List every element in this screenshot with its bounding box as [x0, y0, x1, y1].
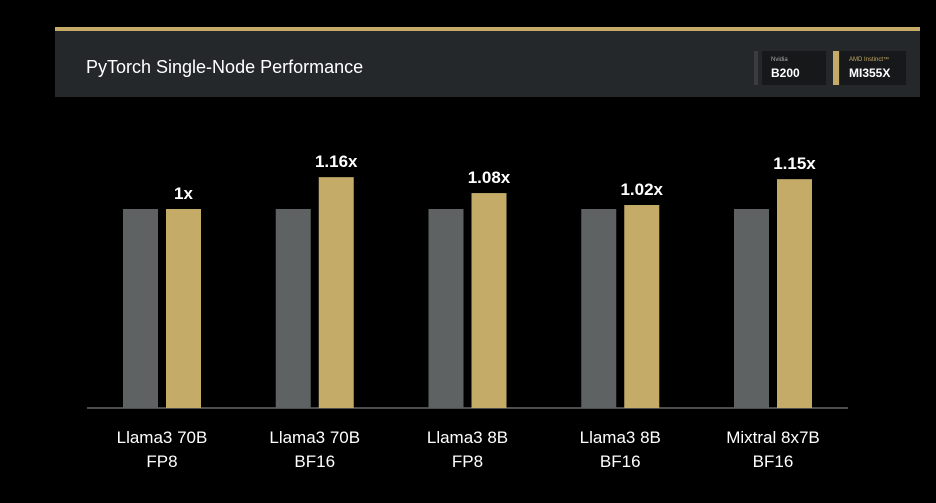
x-tick-label: BF16 — [600, 452, 641, 471]
bar-b200-0 — [123, 209, 158, 408]
chart-title: PyTorch Single-Node Performance — [86, 57, 364, 77]
bar-b200-1 — [275, 209, 311, 408]
legend-vendor: Nvidia — [771, 57, 788, 63]
bar-b200-3 — [581, 209, 617, 408]
legend-item-b200: Nvidia B200 — [762, 51, 826, 85]
legend-vendor: AMD Instinct™ — [849, 57, 890, 63]
data-label: 1.16x — [315, 152, 358, 171]
bar-mi355x-2 — [471, 193, 507, 408]
x-tick-label: Llama3 8B — [427, 428, 508, 447]
bar-b200-4 — [734, 209, 769, 408]
x-tick-label: BF16 — [294, 452, 335, 471]
chart-header: PyTorch Single-Node Performance Nvidia B… — [55, 27, 920, 97]
data-label: 1.08x — [468, 168, 511, 187]
legend-swatch-mi355x — [833, 51, 839, 85]
x-tick-label: Mixtral 8x7B — [726, 428, 820, 447]
data-label: 1.15x — [773, 154, 816, 173]
bar-mi355x-4 — [777, 179, 812, 408]
x-tick-label: BF16 — [753, 452, 794, 471]
bar-mi355x-3 — [624, 205, 660, 408]
legend-swatch-b200 — [754, 51, 758, 85]
data-label: 1x — [174, 184, 193, 203]
bar-mi355x-1 — [318, 177, 354, 408]
legend-item-mi355x: AMD Instinct™ MI355X — [840, 51, 906, 85]
x-tick-label: FP8 — [146, 452, 177, 471]
x-tick-label: Llama3 70B — [269, 428, 360, 447]
x-tick-label: Llama3 70B — [117, 428, 208, 447]
bar-mi355x-0 — [166, 209, 201, 408]
legend-label: B200 — [771, 66, 800, 80]
bar-b200-2 — [428, 209, 464, 408]
data-label: 1.02x — [620, 180, 663, 199]
x-tick-label: Llama3 8B — [580, 428, 661, 447]
x-tick-label: FP8 — [452, 452, 483, 471]
legend-label: MI355X — [849, 66, 891, 80]
